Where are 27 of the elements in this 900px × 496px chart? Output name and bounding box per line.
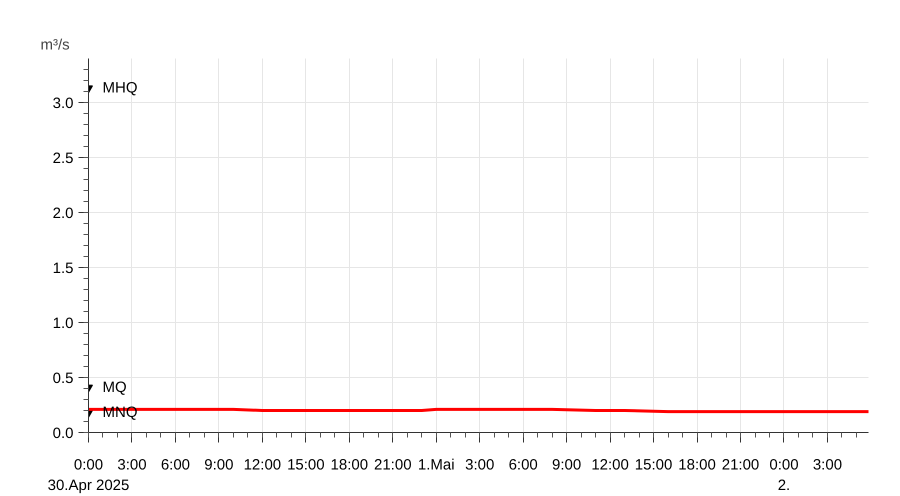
y-tick-label: 3.0	[52, 95, 74, 112]
y-tick-label: 0.5	[52, 370, 74, 387]
x-tick-label: 18:00	[330, 456, 368, 474]
x-tick-label: 6:00	[160, 456, 190, 474]
annotation: MHQ	[102, 80, 138, 97]
x-tick-label: 3:00	[812, 456, 842, 474]
y-tick-label: 2.0	[52, 205, 74, 222]
x-tick-label: 9:00	[204, 456, 234, 474]
x-tick-label: 1.Mai	[418, 456, 455, 474]
y-tick-label: 1.0	[52, 315, 74, 332]
x-tick-label: 15:00	[287, 456, 325, 474]
x-tick-label: 21:00	[374, 456, 412, 474]
x-tick-label: 12:00	[591, 456, 629, 474]
x-tick-label: 18:00	[678, 456, 716, 474]
annotation: MQ	[102, 378, 127, 396]
x-tick-label: 0:00 2.	[769, 456, 799, 494]
x-tick-label: 9:00	[552, 456, 582, 474]
y-tick-label: 2.5	[52, 150, 74, 167]
y-axis-title: m³/s	[40, 36, 70, 54]
x-tick-label: 15:00	[634, 456, 672, 474]
x-tick-label: 3:00	[117, 456, 147, 474]
x-tick-label: 6:00	[508, 456, 538, 474]
y-tick-label: 0.0	[52, 425, 74, 442]
x-tick-label: 12:00	[244, 456, 282, 474]
x-tick-label: 21:00	[722, 456, 760, 474]
x-tick-label: 3:00	[465, 456, 494, 474]
y-tick-label: 1.5	[52, 260, 74, 277]
